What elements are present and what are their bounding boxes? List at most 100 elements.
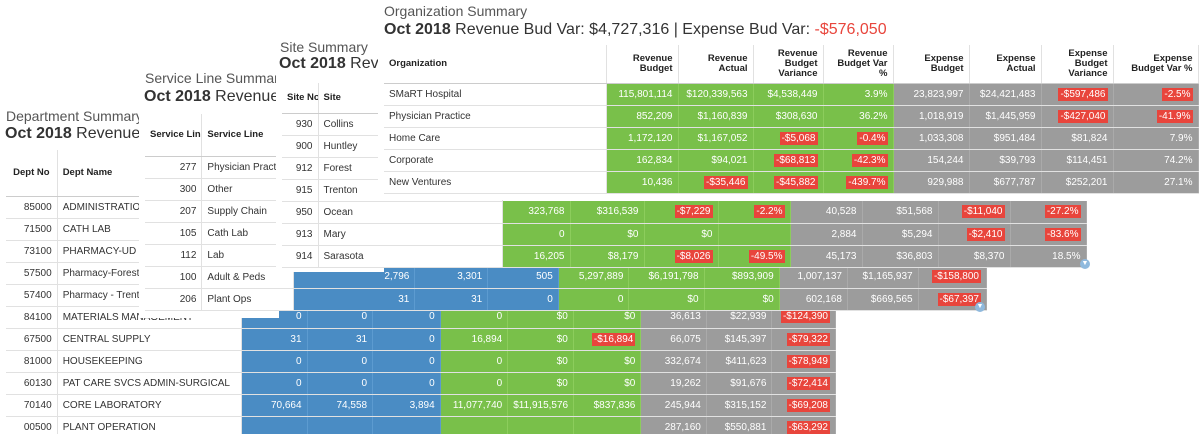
- table-row[interactable]: 914 Sarasota 16,205 $8,179 -$8,026 -49.5% 45,1…: [282, 245, 1094, 268]
- value-cell: 245,944: [640, 394, 707, 417]
- row-name: Mary: [318, 223, 503, 246]
- value-cell: 162,834: [606, 149, 679, 172]
- value-cell: 1,033,308: [893, 127, 970, 150]
- negative-value: -2.2%: [754, 205, 785, 219]
- col-header[interactable]: Revenue Actual: [678, 45, 754, 84]
- value-cell: $8,179: [570, 245, 645, 268]
- row-name: Home Care: [384, 127, 607, 150]
- row-number: 67500: [6, 328, 58, 351]
- value-cell: [573, 416, 642, 434]
- table-row[interactable]: 67500 CENTRAL SUPPLY 31 31 0 16,894 $0 -$16,894…: [6, 328, 836, 351]
- value-cell: 0: [372, 328, 441, 351]
- scroll-down-icon[interactable]: ▼: [975, 302, 985, 312]
- value-cell: [718, 223, 791, 246]
- value-cell: 602,168: [779, 288, 849, 311]
- row-number: 81000: [6, 350, 58, 373]
- col-header[interactable]: Expense Budget Var %: [1113, 45, 1199, 84]
- col-header-service-line-no[interactable]: Service Line No: [145, 114, 203, 157]
- panel-subtitle: Oct 2018 Revenue: [144, 87, 279, 107]
- negative-value: -$68,813: [774, 153, 818, 167]
- value-cell: -$158,800: [918, 266, 988, 289]
- value-cell: $51,568: [862, 201, 939, 224]
- value-cell: -$16,894: [573, 328, 642, 351]
- value-cell: $411,623: [706, 350, 773, 373]
- value-cell: 0: [487, 288, 559, 311]
- table-row[interactable]: 70140 CORE LABORATORY 70,664 74,558 3,894 11,…: [6, 394, 836, 417]
- negative-value: -$78,949: [786, 354, 830, 368]
- table-row[interactable]: 207 Supply Chain: [145, 200, 987, 223]
- value-cell: -$2,410: [938, 223, 1011, 246]
- value-cell: $114,451: [1041, 149, 1114, 172]
- value-cell: $0: [644, 223, 719, 246]
- value-cell: $81,824: [1041, 127, 1114, 150]
- row-number: 85000: [6, 196, 58, 219]
- value-cell: 0: [372, 306, 441, 329]
- value-cell: 18.5%: [1010, 245, 1087, 268]
- col-header-dept-no[interactable]: Dept No: [6, 150, 58, 197]
- value-cell: -49.5%: [718, 245, 791, 268]
- value-cell: $0: [573, 306, 642, 329]
- value-cell: $316,539: [570, 201, 645, 224]
- panel-title: Site Summary: [280, 39, 368, 55]
- table-row[interactable]: 300 Other: [145, 178, 987, 201]
- value-cell: $36,803: [862, 245, 939, 268]
- negative-value: -$45,882: [774, 175, 818, 189]
- value-cell: -83.6%: [1010, 223, 1087, 246]
- value-cell: -$72,414: [771, 372, 836, 395]
- value-cell: 0: [558, 288, 630, 311]
- value-cell: -27.2%: [1010, 201, 1087, 224]
- col-header[interactable]: Revenue Budget: [606, 45, 679, 84]
- value-cell: 16,894: [440, 328, 509, 351]
- value-cell: $1,445,959: [969, 105, 1042, 128]
- col-header[interactable]: Organization: [384, 45, 607, 84]
- row-number: 207: [145, 200, 203, 223]
- table-row[interactable]: Home Care 1,172,120 $1,167,052 -$5,068 -0.4%…: [384, 127, 1199, 150]
- table-row[interactable]: 112 Lab: [145, 244, 987, 267]
- table-row[interactable]: New Ventures 10,436 -$35,446 -$45,882 -439.7…: [384, 171, 1199, 194]
- value-cell: -2.5%: [1113, 83, 1199, 106]
- value-cell: 0: [502, 223, 571, 246]
- row-number: 112: [145, 244, 203, 267]
- row-name: PAT CARE SVCS ADMIN-SURGICAL: [57, 372, 243, 395]
- value-cell: -$8,026: [644, 245, 719, 268]
- value-cell: $252,201: [1041, 171, 1114, 194]
- scroll-down-icon[interactable]: ▼: [1080, 259, 1090, 269]
- value-cell: $145,397: [706, 328, 773, 351]
- col-header[interactable]: Expense Budget Variance: [1041, 45, 1114, 84]
- row-number: 930: [282, 113, 319, 136]
- table-row[interactable]: Physician Practice 852,209 $1,160,839 $308,…: [384, 105, 1199, 128]
- col-header-site-no[interactable]: Site No: [282, 83, 319, 114]
- department-table: Dept No Dept Name 85000 ADMINISTRATION 715…: [6, 150, 836, 434]
- col-header[interactable]: Expense Actual: [969, 45, 1042, 84]
- row-number: 73100: [6, 240, 58, 263]
- value-cell: 0: [307, 350, 374, 373]
- col-header[interactable]: Expense Budget: [893, 45, 970, 84]
- row-number: 914: [282, 245, 319, 268]
- value-cell: 45,173: [790, 245, 863, 268]
- table-row[interactable]: 60130 PAT CARE SVCS ADMIN-SURGICAL 0 0 0 0 $0 $…: [6, 372, 836, 395]
- negative-value: -$11,040: [961, 205, 1005, 219]
- table-row[interactable]: 913 Mary 0 $0 $0 2,884 $5,294 -$2,410 -83.6%: [282, 223, 1094, 246]
- value-cell: 3,894: [372, 394, 441, 417]
- table-row[interactable]: 206 Plant Ops 31 31 0 0 $0 $0 602,168 $669,565 -$6…: [145, 288, 988, 311]
- table-row[interactable]: Corporate 162,834 $94,021 -$68,813 -42.3% 154…: [384, 149, 1199, 172]
- value-cell: 287,160: [640, 416, 707, 434]
- row-number: 57400: [6, 284, 58, 307]
- value-cell: $0: [507, 372, 574, 395]
- table-row[interactable]: 950 Ocean 323,768 $316,539 -$7,229 -2.2% 40,52…: [282, 201, 1094, 224]
- row-name: Adult & Peds: [201, 266, 294, 289]
- col-header[interactable]: Revenue Budget Variance: [753, 45, 824, 84]
- value-cell: 1,172,120: [606, 127, 679, 150]
- table-row[interactable]: 00500 PLANT OPERATION 287,160 $550,881 -$63,…: [6, 416, 836, 434]
- col-header[interactable]: Revenue Budget Var %: [823, 45, 894, 84]
- value-cell: [440, 416, 509, 434]
- table-row[interactable]: 105 Cath Lab: [145, 222, 987, 245]
- table-row[interactable]: 81000 HOUSEKEEPING 0 0 0 0 $0 $0 332,674 $411,623…: [6, 350, 836, 373]
- table-row[interactable]: SMaRT Hospital 115,801,114 $120,339,563 $4,…: [384, 83, 1199, 106]
- row-number: 913: [282, 223, 319, 246]
- value-cell: $951,484: [969, 127, 1042, 150]
- value-cell: 70,664: [241, 394, 308, 417]
- value-cell: 323,768: [502, 201, 571, 224]
- value-cell: 0: [440, 350, 509, 373]
- table-row[interactable]: 277 Physician Practice: [145, 156, 987, 179]
